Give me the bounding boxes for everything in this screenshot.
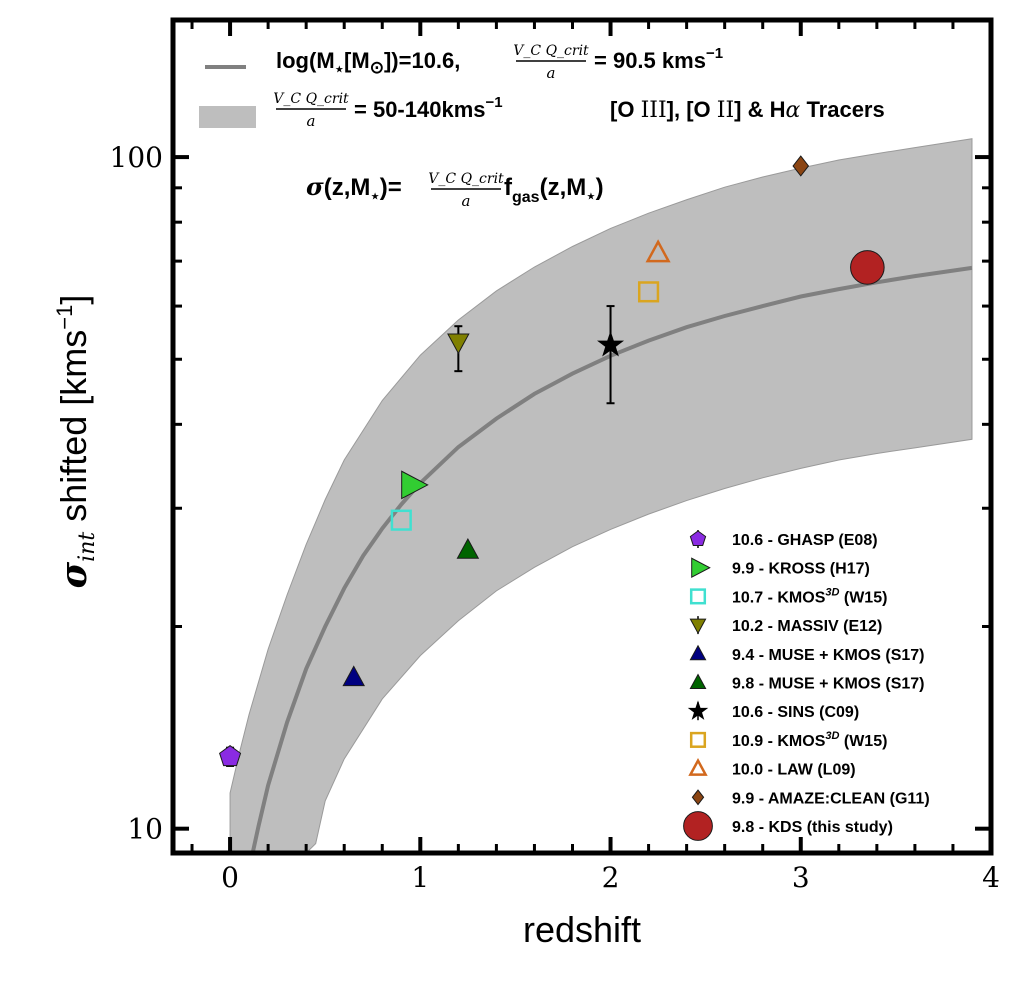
marker-legend: 10.6 - GHASP (E08) 9.9 - KROSS (H17) 10.7 … [683,530,930,841]
legend-label-part: 10.7 - KMOS [732,589,826,606]
formula-right: fgas(z,M⋆) [504,174,604,206]
legend-marker-10-6-sins-c09 [687,700,709,720]
legend-label-sup: 3D [825,730,839,742]
y-axis-end: ] [53,295,94,305]
y-tick-label: 100 [110,141,163,174]
point-9-8-kds-this-study [850,250,885,285]
point-10-2-massiv-e12 [447,333,470,355]
legend-label-10-7-kmos3d-w15: 10.7 - KMOS3D (W15) [732,586,887,606]
legend-band-fraction: V_C Q_crit a [273,91,349,130]
legend-label-10-9-kmos3d-w15: 10.9 - KMOS3D (W15) [732,730,887,750]
x-tick-label: 1 [411,861,429,894]
legend-label-part: 10.9 - KMOS [732,733,826,750]
tick-labels: 0 1 2 3 4 10 100 [110,141,1000,894]
legend-model-line-value: = 90.5 kms−1 [594,45,723,73]
legend-marker-10-7-kmos3d-w15 [689,588,707,605]
legend-label-sup: 3D [825,586,839,598]
x-tick-label: 2 [602,861,620,894]
legend-label-10-2-massiv-e12: 10.2 - MASSIV (E12) [732,618,882,635]
legend-model-line-label: log(M⋆[M⊙])=10.6, [276,48,460,78]
legend-marker-9-8-kds-this-study [683,811,713,841]
svg-text:a: a [547,64,556,82]
legend-marker-9-8-muse-kmos-s17 [689,673,707,689]
formula-left: σ(z,M⋆)= [306,172,402,205]
svg-text:V_C Q_crit: V_C Q_crit [273,91,349,107]
x-tick-label: 3 [792,861,810,894]
legend-label-9-4-muse-kmos-s17: 9.4 - MUSE + KMOS (S17) [732,647,925,664]
y-axis-title: σint shifted [kms−1] [52,295,100,589]
legend-marker-10-0-law-l09 [688,757,708,776]
legend-label-part: (W15) [839,733,887,750]
point-9-8-muse-kmos-s17 [456,537,480,559]
line-layer [250,265,973,853]
point-10-7-kmos3d-w15 [390,509,412,531]
y-tick-label: 10 [127,813,163,846]
legend-label-part: (W15) [839,589,887,606]
x-tick-label: 0 [221,861,239,894]
legend-label-10-6-sins-c09: 10.6 - SINS (C09) [732,704,859,721]
svg-text:a: a [462,192,471,210]
legend-label-10-0-law-l09: 10.0 - LAW (L09) [732,762,856,779]
point-10-9-kmos3d-w15 [637,281,660,303]
legend-marker-9-9-amaze-clean-g11 [691,789,705,806]
x-tick-label: 4 [982,861,1000,894]
model-line [250,265,973,853]
y-axis-sigma: σ [53,561,95,588]
point-9-4-muse-kmos-s17 [342,665,366,687]
legend-label-9-8-kds-this-study: 9.8 - KDS (this study) [732,819,893,836]
svg-text:a: a [307,112,316,130]
point-10-0-law-l09 [645,239,671,263]
legend-marker-9-4-muse-kmos-s17 [689,644,707,661]
legend-marker-10-6-ghasp-e08 [689,530,707,546]
band-layer [229,138,973,853]
y-axis-sup: −1 [52,305,77,330]
legend-marker-9-9-kross-h17 [691,557,711,578]
legend-band-swatch [199,106,256,128]
legend-label-10-6-ghasp-e08: 10.6 - GHASP (E08) [732,532,878,549]
y-axis-main: shifted [kms [53,330,94,532]
point-10-6-ghasp-e08 [219,745,242,767]
point-10-6-sins-c09 [597,330,625,357]
plot-frame [170,17,994,856]
legend-model-line-fraction: V_C Q_crit a [513,43,589,82]
tracers-note: [O III], [O II] & Hα Tracers [610,97,885,123]
svg-text:V_C Q_crit: V_C Q_crit [428,171,504,187]
formula-fraction: V_C Q_crit a [428,171,504,210]
legend-band-label: = 50-140kms−1 [354,94,503,122]
uncertainty-band [229,138,973,853]
legend-marker-10-2-massiv-e12 [689,618,707,635]
legend-label-9-9-kross-h17: 9.9 - KROSS (H17) [732,561,870,578]
legend-label-9-9-amaze-clean-g11: 9.9 - AMAZE:CLEAN (G11) [732,790,930,807]
svg-text:V_C Q_crit: V_C Q_crit [513,43,589,59]
legend-marker-10-9-kmos3d-w15 [689,731,707,748]
y-axis-sub: int [75,532,100,562]
x-axis-title: redshift [523,909,641,950]
point-9-9-kross-h17 [401,470,429,500]
points-layer [219,155,885,767]
legend-label-9-8-muse-kmos-s17: 9.8 - MUSE + KMOS (S17) [732,676,925,693]
point-9-9-amaze-clean-g11 [792,155,810,177]
